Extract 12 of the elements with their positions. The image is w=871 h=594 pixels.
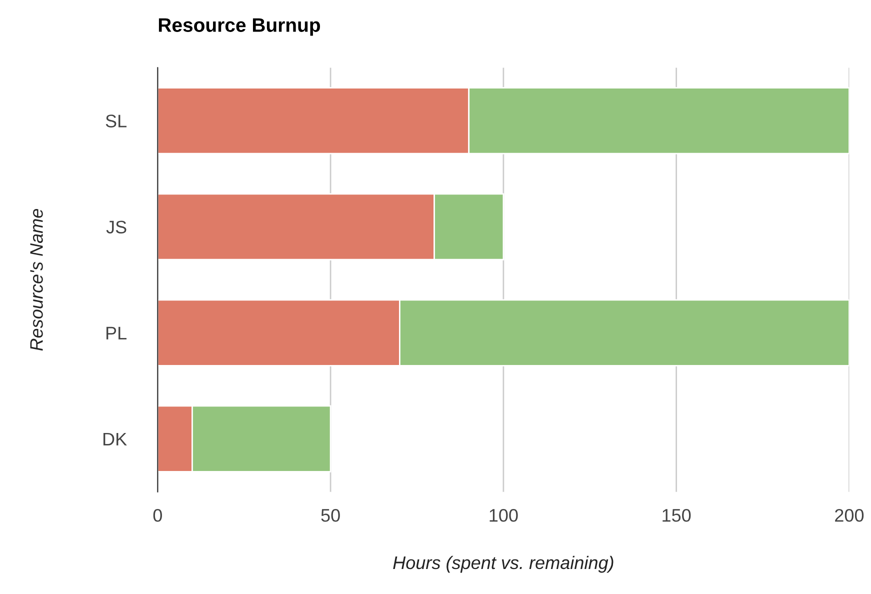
x-tick-label: 100 xyxy=(490,508,518,522)
y-tick-label: PL xyxy=(106,326,126,340)
y-tick-label: SL xyxy=(106,114,126,128)
x-axis-title: Hours (spent vs. remaining) xyxy=(393,556,614,573)
chart-title: Resource Burnup xyxy=(158,18,320,36)
x-tick-label: 200 xyxy=(835,508,864,522)
x-tick-label: 50 xyxy=(321,508,340,522)
x-tick-label: 0 xyxy=(153,508,162,522)
x-tick-label: 150 xyxy=(662,508,691,522)
y-tick-label: DK xyxy=(103,432,127,446)
y-tick-label: JS xyxy=(106,220,126,234)
y-axis-title: Resource's Name xyxy=(30,208,43,351)
